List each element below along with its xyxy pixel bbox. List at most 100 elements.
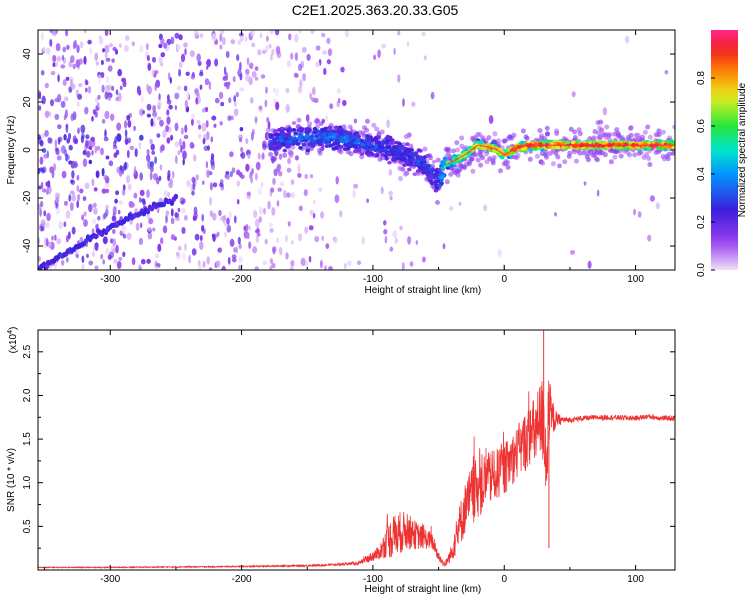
speckle-point — [67, 132, 72, 140]
trace-halo-point — [656, 128, 662, 134]
speckle-point — [114, 198, 118, 204]
x-tick-label: -100 — [363, 574, 383, 585]
speckle-point — [318, 121, 324, 126]
trace-point — [282, 148, 288, 153]
trace-halo-point — [459, 135, 465, 141]
trace-point — [383, 147, 388, 152]
trace-halo-point — [636, 136, 642, 142]
trace-halo-point — [672, 124, 675, 130]
speckle-point — [73, 160, 78, 169]
speckle-point — [112, 238, 117, 246]
speckle-point — [118, 200, 123, 206]
speckle-point — [201, 213, 204, 222]
speckle-point — [298, 86, 303, 94]
trace-halo-point — [470, 168, 476, 174]
speckle-point — [38, 256, 41, 262]
trace-point — [275, 143, 281, 148]
trace-halo-point — [568, 126, 574, 132]
trace-point — [561, 145, 566, 150]
trace-point — [409, 157, 414, 162]
trace-point — [292, 136, 298, 141]
trace-point — [441, 161, 446, 166]
speckle-point — [63, 133, 67, 141]
speckle-point — [448, 206, 454, 211]
trace-point — [278, 135, 283, 140]
speckle-point — [103, 212, 107, 219]
speckle-point — [80, 135, 84, 144]
trace-point — [386, 144, 392, 149]
speckle-point — [165, 210, 170, 216]
diagonal-feature-point — [161, 201, 167, 208]
speckle-point — [78, 58, 83, 65]
trace-halo-point — [576, 127, 582, 133]
speckle-point — [65, 76, 70, 81]
speckle-point — [201, 225, 205, 232]
speckle-point — [306, 53, 311, 61]
speckle-point — [312, 199, 316, 205]
trace-halo-point — [268, 151, 274, 157]
speckle-point — [398, 175, 403, 182]
trace-halo-point — [610, 148, 615, 154]
trace-point — [292, 140, 297, 144]
speckle-point — [38, 134, 42, 140]
speckle-point — [174, 105, 178, 110]
speckle-point — [88, 260, 94, 266]
trace-point — [623, 146, 628, 151]
trace-halo-point — [597, 135, 603, 141]
speckle-point — [219, 30, 225, 35]
speckle-point — [94, 97, 99, 103]
trace-point — [422, 166, 427, 170]
trace-halo-point — [666, 151, 672, 157]
speckle-point — [294, 73, 299, 78]
speckle-point — [265, 86, 268, 94]
speckle-point — [151, 150, 156, 155]
trace-halo-point — [503, 160, 509, 166]
speckle-point — [72, 111, 77, 121]
speckle-point — [334, 194, 340, 203]
trace-halo-point — [480, 155, 486, 161]
speckle-point — [159, 164, 163, 171]
speckle-point — [275, 45, 281, 55]
speckle-point — [225, 73, 229, 81]
speckle-point — [235, 246, 238, 254]
speckle-point — [122, 80, 127, 88]
speckle-point — [199, 84, 203, 90]
speckle-point — [236, 54, 240, 62]
speckle-point — [411, 101, 416, 107]
speckle-point — [248, 225, 251, 231]
speckle-point — [178, 61, 183, 69]
trace-point — [643, 147, 648, 152]
trace-halo-point — [473, 152, 479, 158]
trace-halo-point — [592, 152, 598, 158]
speckle-point — [264, 99, 268, 108]
x-tick-label: -200 — [232, 574, 252, 585]
speckle-point — [160, 38, 165, 45]
trace-halo-point — [475, 157, 481, 163]
speckle-point — [210, 136, 214, 143]
speckle-point — [39, 156, 44, 165]
speckle-point — [118, 170, 123, 177]
speckle-point — [91, 150, 94, 156]
speckle-point — [230, 39, 236, 45]
speckle-point — [238, 264, 242, 270]
speckle-point — [81, 263, 85, 270]
speckle-point — [193, 154, 197, 162]
diagonal-feature-point — [83, 238, 89, 244]
speckle-point — [63, 221, 67, 227]
speckle-point — [421, 31, 426, 37]
speckle-point — [309, 209, 314, 216]
speckle-point — [180, 53, 186, 63]
speckle-point — [63, 200, 69, 206]
speckle-point — [262, 143, 267, 151]
speckle-point — [201, 122, 207, 132]
speckle-point — [208, 267, 213, 270]
trace-point — [415, 162, 420, 167]
speckle-point — [246, 57, 250, 66]
trace-halo-point — [403, 134, 409, 140]
speckle-point — [101, 188, 107, 194]
speckle-point — [212, 234, 216, 241]
trace-point — [268, 146, 274, 151]
trace-halo-point — [520, 128, 526, 134]
trace-point — [410, 152, 415, 156]
trace-point — [665, 139, 671, 144]
